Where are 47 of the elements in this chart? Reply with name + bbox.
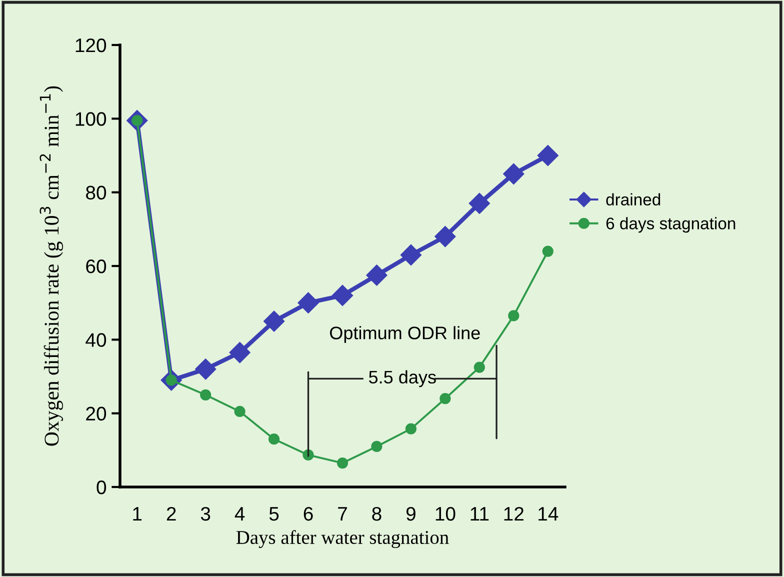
point [366, 264, 388, 286]
x-tick-label: 9 [406, 506, 416, 521]
point [405, 423, 417, 434]
y-tick-label: 0 [96, 480, 106, 494]
x-tick-label: 12 [504, 506, 524, 521]
point [542, 246, 554, 257]
x-tick-label: 7 [338, 507, 347, 521]
y-axis-title: Oxygen diffusion rate (g 10$^{3}$ cm$^{−2}$ min$^{−1}$) [40, 86, 64, 446]
point [195, 358, 216, 380]
point [229, 342, 250, 364]
point [400, 244, 422, 266]
x-axis-title: Days after water stagnation [236, 530, 449, 548]
x-tick-label: 5 [269, 507, 279, 521]
legend-label: 6 days stagnation [606, 217, 736, 233]
x-tick-label: 11 [470, 507, 489, 521]
x-tick-label: 2 [166, 506, 176, 521]
y-tick-label: 100 [76, 112, 106, 126]
x-tick-label: 3 [200, 506, 210, 521]
y-tick-label: 20 [86, 406, 106, 421]
y-tick-label: 60 [86, 259, 106, 274]
x-tick-label: 6 [304, 506, 313, 521]
annotation: Optimum ODR line [330, 326, 480, 343]
point [268, 434, 280, 445]
annotation: 5.5 days [369, 370, 436, 388]
y-tick-label: 120 [76, 38, 106, 52]
point [537, 144, 558, 166]
x-tick-label: 1 [133, 507, 142, 521]
point [474, 362, 485, 373]
point [440, 393, 451, 404]
point [371, 440, 382, 452]
legend-label: drained [606, 193, 660, 206]
point [332, 284, 354, 306]
point [503, 163, 524, 184]
point [468, 192, 490, 214]
point [434, 226, 456, 248]
point [336, 458, 348, 469]
x-tick-label: 14 [538, 507, 558, 521]
x-tick-label: 4 [234, 507, 245, 521]
point [298, 292, 319, 314]
point [264, 310, 285, 332]
point [234, 406, 246, 418]
y-tick-label: 40 [86, 333, 106, 347]
x-tick-label: 8 [372, 506, 382, 521]
y-tick-label: 80 [86, 186, 106, 200]
x-tick-label: 10 [436, 506, 456, 521]
point [508, 310, 520, 322]
point [200, 389, 212, 400]
